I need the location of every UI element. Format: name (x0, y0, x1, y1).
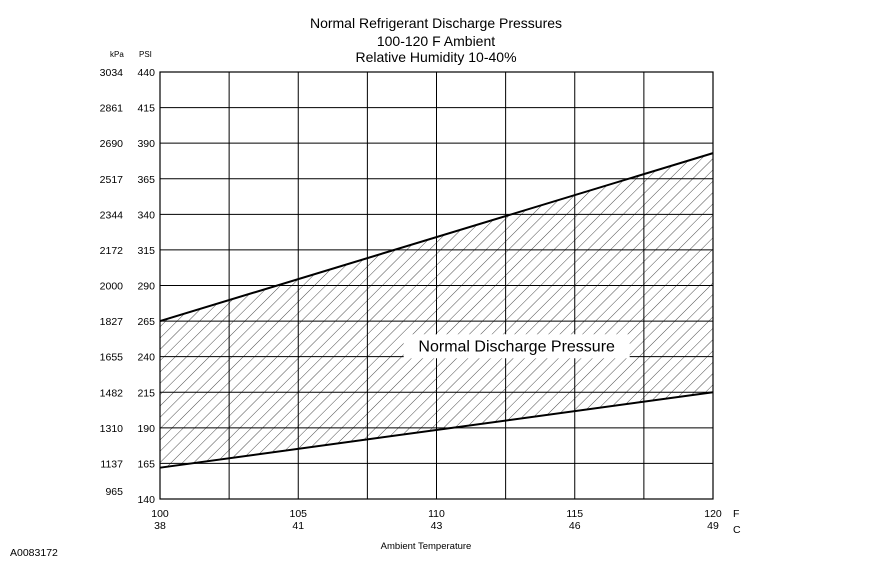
x-tick-f-label: 105 (289, 508, 307, 520)
x-tick-f-label: 110 (428, 508, 445, 520)
x-tick-f-label: 115 (566, 508, 583, 520)
chart-subtitle-line-2: Relative Humidity 10-40% (355, 49, 516, 65)
x-unit-f-label: F (733, 508, 739, 520)
band-label-background (403, 334, 630, 359)
y-tick-psi-label: 240 (137, 352, 155, 364)
tick-labels-group: 440 3034 415 2861 390 2690 365 2517 340 2344 315 21… (100, 67, 722, 532)
lower-bound-line (159, 391, 714, 469)
y-tick-kpa-label: 1827 (100, 316, 124, 328)
plot-frame (159, 71, 714, 500)
y-tick-kpa-label: 2690 (100, 138, 124, 150)
y-tick-kpa-label: 1137 (100, 458, 123, 470)
y-tick-kpa-label: 1482 (100, 387, 124, 399)
y-tick-psi-label: 390 (137, 138, 155, 150)
x-tick-f-label: 100 (151, 508, 169, 520)
x-unit-c-label: C (733, 524, 741, 536)
x-axis-label: Ambient Temperature (381, 541, 472, 552)
y-tick-psi-label: 315 (137, 245, 155, 257)
y-tick-psi-label: 265 (137, 316, 155, 328)
x-tick-c-label: 41 (292, 520, 304, 532)
y-tick-kpa-label: 965 (105, 486, 123, 498)
y-tick-psi-label: 140 (137, 494, 155, 506)
x-tick-c-label: 46 (569, 520, 581, 532)
upper-bound-line (159, 152, 714, 323)
y-tick-psi-label: 165 (137, 458, 155, 470)
y-tick-kpa-label: 2000 (100, 281, 124, 293)
band-label: Normal Discharge Pressure (418, 338, 615, 355)
y-tick-psi-label: 290 (137, 281, 155, 293)
chart-subtitle-line-1: 100-120 F Ambient (377, 33, 495, 49)
y-tick-kpa-label: 2861 (100, 103, 124, 115)
x-tick-c-label: 43 (431, 520, 443, 532)
x-tick-c-label: 38 (154, 520, 166, 532)
boundary-lines-group (159, 152, 714, 469)
y-tick-psi-label: 215 (137, 387, 155, 399)
y-unit-kpa-label: kPa (110, 50, 124, 59)
y-tick-psi-label: 190 (137, 423, 155, 435)
y-tick-psi-label: 440 (137, 67, 155, 79)
y-tick-psi-label: 340 (137, 209, 155, 221)
y-tick-kpa-label: 2172 (100, 245, 124, 257)
y-tick-kpa-label: 2344 (100, 209, 124, 221)
y-tick-psi-label: 415 (137, 103, 155, 115)
y-unit-psi-label: PSI (139, 50, 152, 59)
figure-id: A0083172 (10, 547, 58, 559)
x-tick-f-label: 120 (704, 508, 722, 520)
x-tick-c-label: 49 (707, 520, 719, 532)
y-tick-kpa-label: 2517 (100, 174, 124, 186)
y-tick-kpa-label: 3034 (100, 67, 124, 79)
y-tick-kpa-label: 1655 (100, 352, 124, 364)
y-tick-psi-label: 365 (137, 174, 155, 186)
chart-title: Normal Refrigerant Discharge Pressures (310, 15, 562, 31)
y-tick-kpa-label: 1310 (100, 423, 124, 435)
